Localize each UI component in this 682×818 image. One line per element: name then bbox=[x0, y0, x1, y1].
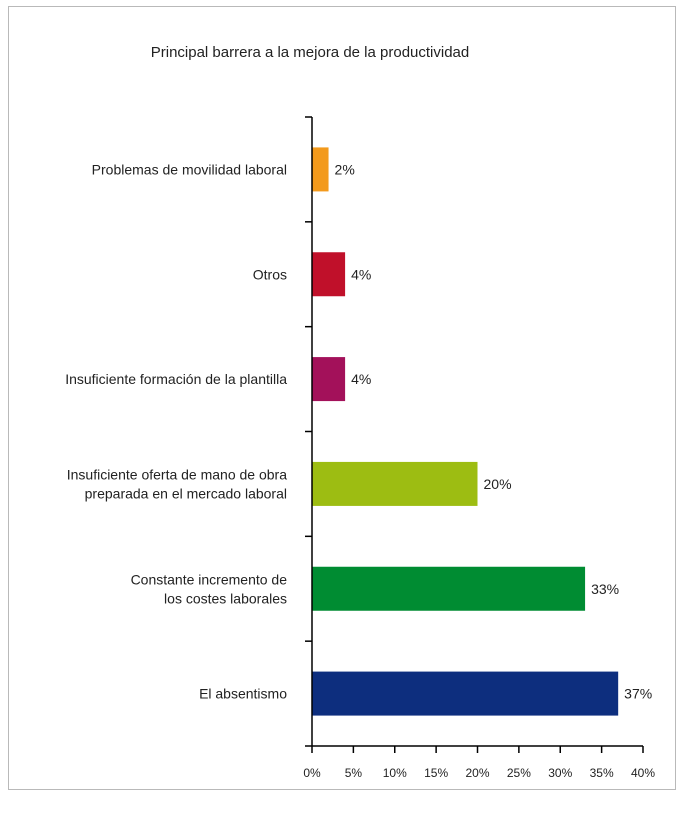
category-label-line: los costes laborales bbox=[164, 590, 287, 606]
x-tick-label-5: 20% bbox=[465, 766, 489, 780]
value-label-4: 20% bbox=[484, 476, 512, 492]
value-label-5: 33% bbox=[591, 581, 619, 597]
x-tick-label-8: 35% bbox=[590, 766, 614, 780]
x-tick-label-9: 40% bbox=[631, 766, 655, 780]
category-label-line: preparada en el mercado laboral bbox=[85, 485, 287, 501]
value-label-3: 4% bbox=[351, 371, 371, 387]
category-label-line: Problemas de movilidad laboral bbox=[92, 161, 287, 177]
category-label-line: Otros bbox=[253, 266, 287, 282]
bar-6 bbox=[312, 671, 619, 716]
x-tick-label-3: 10% bbox=[383, 766, 407, 780]
value-label-1: 2% bbox=[335, 161, 355, 177]
category-label-4: Insuficiente oferta de mano de obra prepa… bbox=[67, 466, 287, 501]
bar-3 bbox=[312, 357, 346, 402]
x-tick-label-1: 0% bbox=[303, 766, 321, 780]
category-label-line: Insuficiente oferta de mano de obra bbox=[67, 466, 287, 482]
value-label-6: 37% bbox=[624, 686, 652, 702]
bar-2 bbox=[312, 252, 346, 297]
category-label-1: Problemas de movilidad laboral bbox=[92, 161, 287, 177]
chart-title: Principal barrera a la mejora de la prod… bbox=[150, 44, 470, 61]
category-label-line: El absentismo bbox=[199, 686, 287, 702]
x-tick-label-6: 25% bbox=[507, 766, 531, 780]
category-label-5: Constante incremento de los costes labora… bbox=[131, 571, 288, 606]
x-tick-label-4: 15% bbox=[424, 766, 448, 780]
category-label-line: Constante incremento de bbox=[131, 571, 288, 587]
category-label-2: Otros bbox=[253, 266, 287, 282]
category-label-3: Insuficiente formación de la plantilla bbox=[65, 371, 287, 387]
x-tick-label-7: 30% bbox=[548, 766, 572, 780]
bar-1 bbox=[312, 147, 329, 192]
category-label-6: El absentismo bbox=[199, 686, 287, 702]
x-tick-label-2: 5% bbox=[345, 766, 363, 780]
value-label-2: 4% bbox=[351, 266, 371, 282]
bar-4 bbox=[312, 461, 478, 506]
category-label-line: Insuficiente formación de la plantilla bbox=[65, 371, 287, 387]
bar-5 bbox=[312, 566, 586, 611]
